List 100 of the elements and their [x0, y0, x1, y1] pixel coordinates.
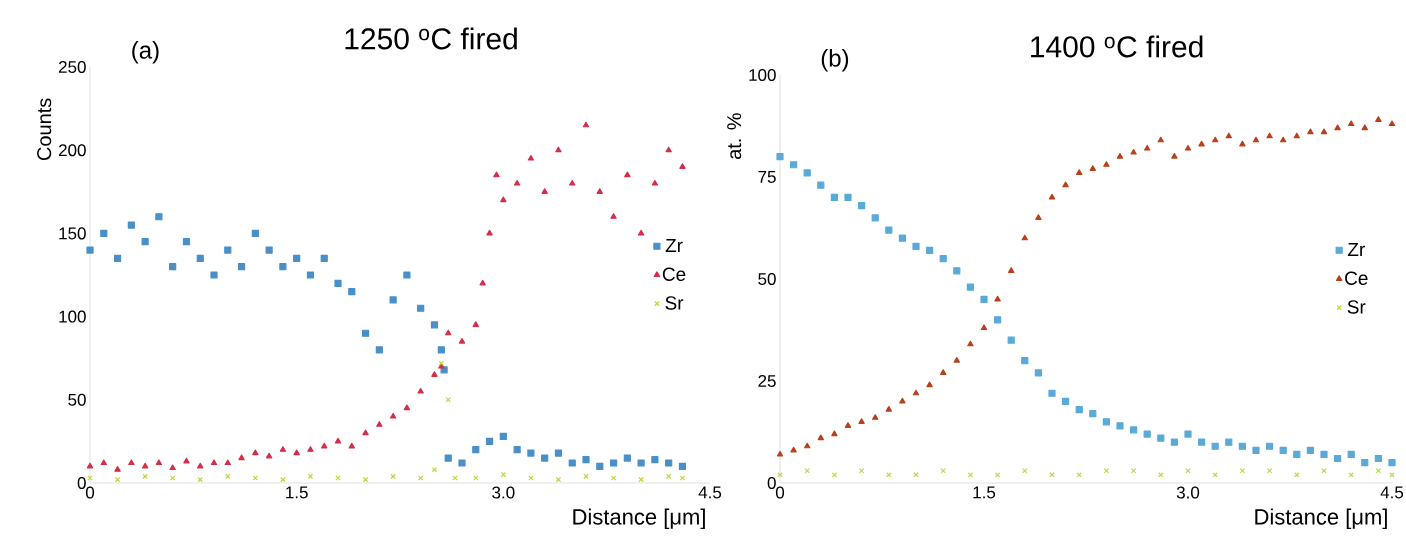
point: [844, 193, 852, 201]
point: [1144, 144, 1151, 151]
point: [1361, 458, 1369, 467]
x-axis-title: Distance [μm]: [573, 508, 705, 530]
point: [127, 221, 135, 229]
point: [1130, 468, 1137, 474]
point: [1389, 472, 1395, 478]
point: [817, 434, 824, 441]
point: [939, 254, 947, 263]
point: [1048, 389, 1056, 397]
text: (b): [821, 49, 849, 72]
point: [871, 214, 879, 222]
point: [1048, 193, 1056, 200]
point: [1374, 454, 1382, 463]
point: [1007, 336, 1015, 344]
point: [609, 459, 618, 467]
point: [1306, 446, 1314, 454]
point: [362, 476, 369, 483]
point: [582, 121, 590, 128]
point: [885, 405, 892, 412]
point: [376, 421, 383, 427]
point: [858, 418, 865, 424]
point: [307, 446, 314, 452]
y-tick-label: 0: [77, 476, 86, 490]
y-tick-label: 200: [58, 144, 86, 157]
point: [554, 449, 563, 457]
point: [210, 459, 218, 466]
point: [390, 473, 396, 480]
x-tick-label: 4.5: [1380, 486, 1404, 499]
point: [472, 446, 480, 454]
point: [279, 263, 287, 271]
point: [1361, 124, 1368, 131]
point: [569, 179, 576, 186]
point: [1266, 468, 1273, 474]
point: [265, 452, 273, 459]
point: [1075, 405, 1083, 414]
point: [817, 181, 825, 189]
point: [528, 475, 534, 481]
point: [803, 169, 811, 177]
point: [1333, 454, 1342, 463]
point: [1307, 128, 1314, 135]
point: [389, 296, 397, 304]
point: [1266, 132, 1273, 139]
point: [967, 472, 974, 478]
legend-label: Sr: [665, 296, 684, 310]
point: [804, 442, 811, 449]
x-tick-label: 4.5: [698, 486, 722, 499]
y-tick-label: 100: [749, 68, 776, 82]
x-tick-label: 1.5: [286, 486, 308, 499]
point: [224, 246, 232, 254]
point: [334, 279, 342, 287]
point: [513, 446, 521, 454]
point: [169, 263, 177, 271]
point: [980, 324, 988, 331]
point: [638, 476, 644, 483]
point: [1170, 438, 1178, 446]
x-axis-title: Distance [μm]: [1255, 508, 1387, 530]
point: [293, 449, 300, 456]
point: [361, 329, 370, 337]
point: [1375, 116, 1382, 122]
point: [555, 146, 562, 153]
point: [479, 279, 486, 286]
point: [994, 316, 1002, 324]
point: [113, 254, 122, 262]
point: [1035, 214, 1042, 220]
point: [967, 340, 974, 347]
point: [980, 295, 988, 303]
point: [210, 271, 218, 279]
point: [431, 466, 438, 473]
legend-label: Zr: [665, 238, 683, 253]
point: [831, 472, 838, 478]
point: [582, 456, 590, 464]
point: [1211, 442, 1219, 450]
point: [444, 454, 452, 462]
point: [898, 234, 906, 242]
point: [437, 346, 445, 354]
point: [1225, 438, 1233, 446]
point: [1198, 140, 1205, 147]
point: [541, 454, 549, 462]
point: [197, 476, 203, 483]
y-axis-title: at. %: [727, 113, 742, 160]
point: [493, 171, 500, 178]
point: [1116, 152, 1124, 159]
point: [430, 321, 439, 329]
point: [1062, 397, 1070, 405]
legend-label: Zr: [1347, 242, 1365, 257]
point: [926, 246, 934, 255]
point: [1184, 144, 1192, 151]
legend-label: Ce: [1345, 271, 1368, 285]
point: [141, 238, 149, 246]
point: [306, 271, 315, 279]
y-axis-title: Counts: [37, 98, 52, 161]
point: [830, 193, 838, 201]
point: [169, 475, 176, 481]
point: [1334, 124, 1341, 131]
point: [417, 475, 424, 481]
point: [1130, 148, 1137, 155]
point: [431, 371, 438, 377]
point: [776, 450, 784, 457]
point: [114, 466, 121, 472]
